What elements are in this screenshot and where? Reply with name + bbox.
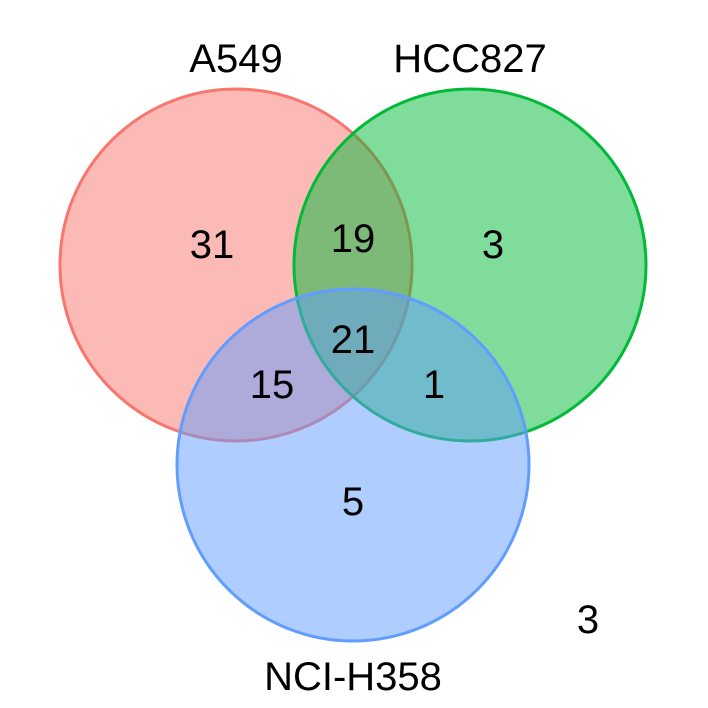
label-nci-h358: NCI-H358 [264, 655, 442, 699]
count-nci-h358-only: 5 [342, 480, 364, 524]
count-hcc827-only: 3 [482, 223, 504, 267]
count-hcc827-nci-h358: 1 [423, 363, 445, 407]
label-a549: A549 [189, 37, 282, 81]
count-a549-hcc827: 19 [331, 217, 376, 261]
count-none: 3 [577, 598, 599, 642]
count-a549-nci-h358: 15 [250, 363, 295, 407]
circle-nci-h358 [175, 287, 531, 643]
count-all-three: 21 [331, 318, 376, 362]
label-hcc827: HCC827 [393, 37, 546, 81]
count-a549-only: 31 [190, 223, 235, 267]
